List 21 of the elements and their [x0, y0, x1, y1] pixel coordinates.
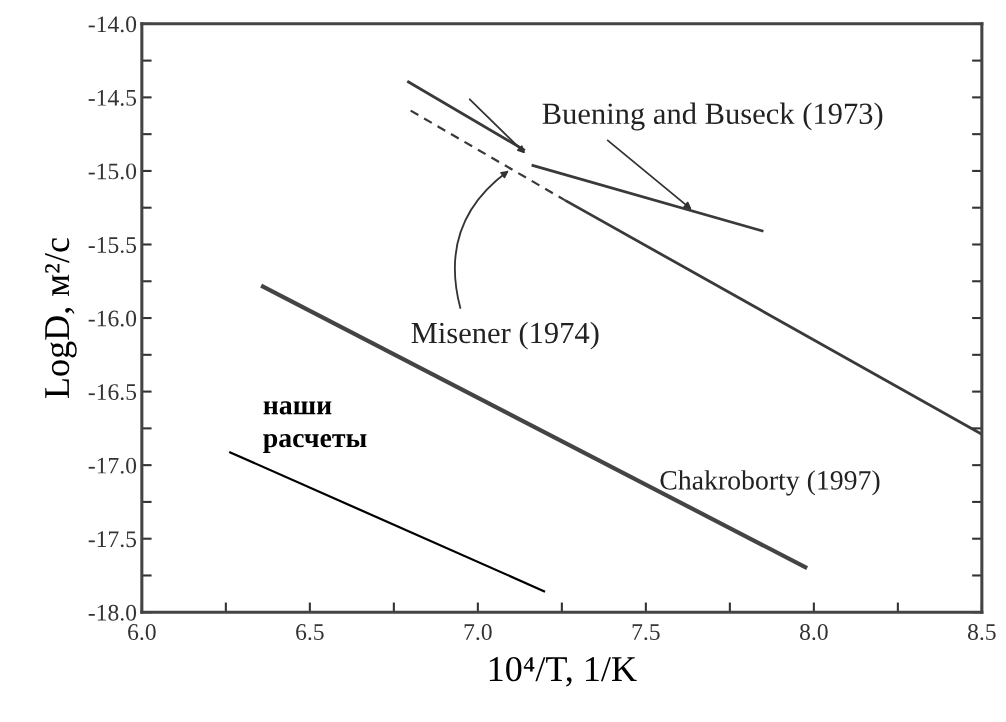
x-axis-title: 10⁴/T, 1/K [489, 656, 637, 687]
y-tick-label: -15.0 [88, 163, 137, 180]
y-tick-label: -15.5 [88, 237, 137, 254]
y-tick-label: -17.0 [88, 457, 137, 474]
x-tick-label: 8.5 [968, 624, 996, 641]
y-tick-label: -16.5 [88, 384, 137, 401]
y-tick-label: -16.0 [88, 310, 137, 327]
y-axis-title: LogD, м²/с [45, 238, 77, 399]
x-tick-label: 6.5 [296, 624, 324, 641]
y-tick-label: -14.0 [88, 16, 137, 33]
x-tick-label: 7.5 [632, 624, 660, 641]
x-tick-label: 7.0 [464, 624, 492, 641]
x-tick-label: 8.0 [800, 624, 828, 641]
legend-label: Buening and Buseck (1973) [542, 102, 883, 131]
y-tick-label: -17.5 [88, 531, 137, 548]
y-tick-label: -18.0 [88, 604, 137, 621]
text: Misener (1974) [411, 321, 599, 350]
x-tick-label: 6.0 [128, 624, 156, 641]
text: Chakroborty (1997) [660, 470, 880, 496]
series-label: наши расчеты [263, 401, 367, 453]
y-tick-label: -14.5 [88, 89, 137, 106]
